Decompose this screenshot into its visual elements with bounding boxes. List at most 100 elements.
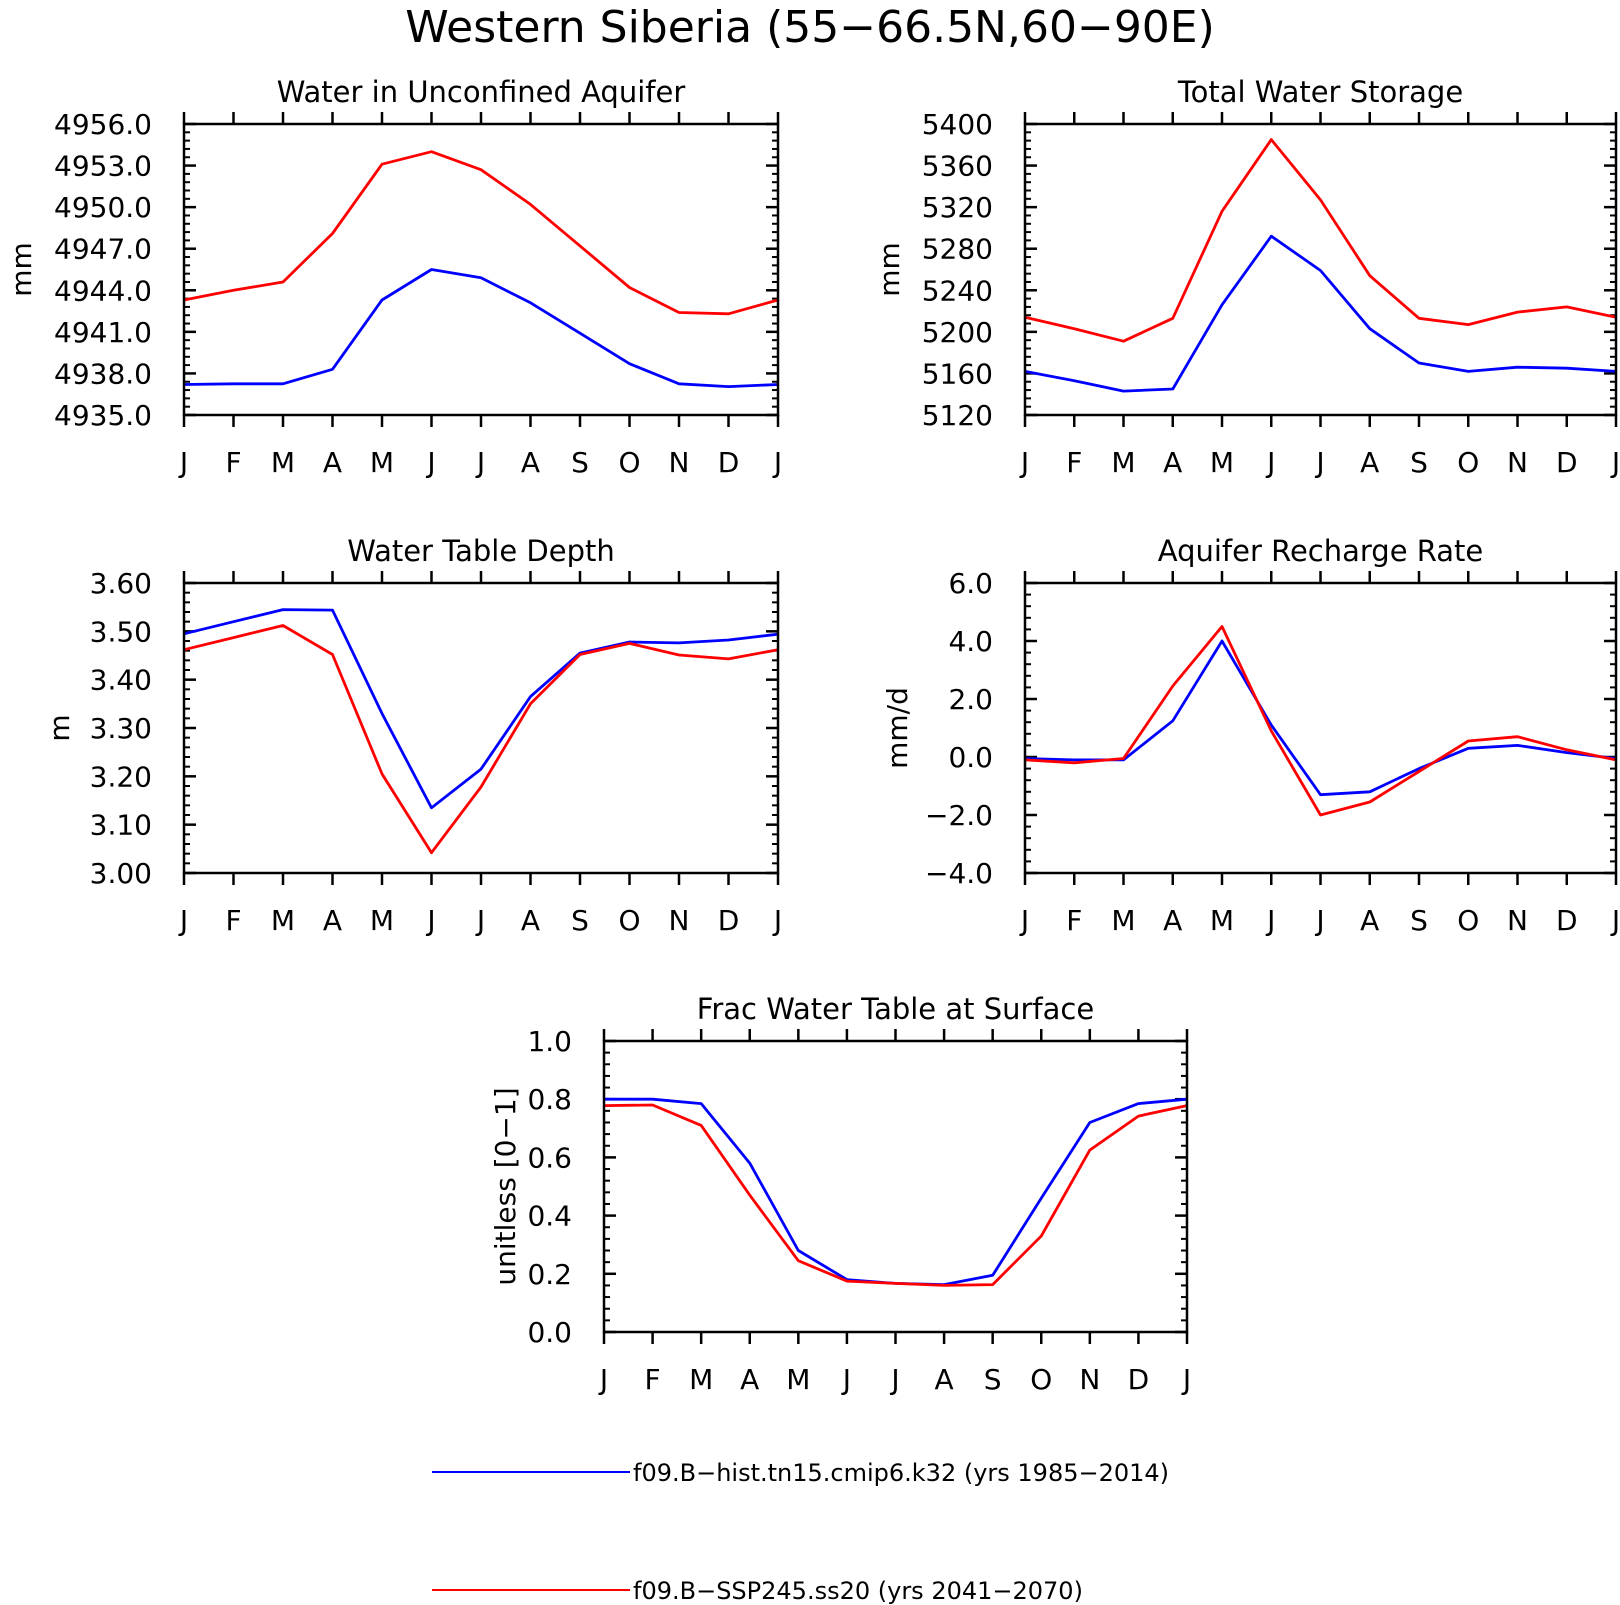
x-tick-label: J	[425, 446, 435, 479]
y-tick-label: 4947.0	[54, 233, 152, 266]
x-tick-label: J	[178, 904, 188, 937]
series-ssp245-line	[1024, 625, 1617, 817]
plot-frame	[182, 581, 780, 875]
y-tick-label: 5200	[922, 316, 993, 349]
y-tick-label: 5120	[922, 399, 993, 432]
y-axis-label: mm/d	[881, 687, 914, 769]
x-tick-label: F	[1066, 446, 1082, 479]
x-tick-label: J	[178, 446, 188, 479]
y-tick-label: 3.40	[90, 664, 152, 697]
y-tick-label: 0.4	[527, 1200, 572, 1233]
panel-title: Water Table Depth	[347, 534, 615, 568]
series-ssp245-line	[183, 624, 779, 855]
x-tick-label: J	[1314, 446, 1324, 479]
x-tick-label: O	[1030, 1363, 1052, 1396]
y-tick-label: 6.0	[948, 567, 993, 600]
y-axis-label: unitless [0−1]	[489, 1087, 522, 1285]
panel-frac-water-table-at-surface: Frac Water Table at Surface unitless [0−1…	[489, 992, 1191, 1396]
y-tick-label: 2.0	[948, 683, 993, 716]
x-tick-label: D	[1128, 1363, 1150, 1396]
x-tick-label: J	[1265, 904, 1275, 937]
y-tick-label: 3.00	[90, 857, 152, 890]
x-tick-label: J	[598, 1363, 608, 1396]
x-tick-label: M	[370, 446, 394, 479]
panel-aquifer-recharge-rate: Aquifer Recharge Rate mm/d −4.0 −2.0 0.0 2.0 4…	[881, 534, 1620, 937]
x-tick-label: J	[425, 904, 435, 937]
y-tick-label: −4.0	[925, 857, 993, 890]
x-tick-label: J	[889, 1363, 899, 1396]
x-tick-label: J	[1610, 904, 1620, 937]
x-tick-label: D	[718, 904, 740, 937]
panel-total-water-storage: Total Water Storage mm 5120 5160 5200 5240 528…	[873, 75, 1620, 479]
x-tick-label: S	[1410, 446, 1428, 479]
x-tick-label: D	[1556, 446, 1578, 479]
x-tick-label: M	[1210, 446, 1234, 479]
y-tick-label: 5360	[922, 150, 993, 183]
x-tick-label: S	[571, 446, 589, 479]
x-tick-label: A	[521, 904, 540, 937]
y-tick-label: 3.60	[90, 567, 152, 600]
x-tick-label: M	[786, 1363, 810, 1396]
y-tick-label: 5280	[922, 233, 993, 266]
x-tick-label: S	[571, 904, 589, 937]
y-tick-label: 3.30	[90, 712, 152, 745]
x-tick-label: M	[689, 1363, 713, 1396]
series-hist-line	[183, 608, 779, 810]
series-hist-line	[1024, 234, 1617, 393]
x-tick-label: J	[1181, 1363, 1191, 1396]
x-tick-label: A	[1360, 904, 1379, 937]
x-tick-label: A	[1163, 904, 1182, 937]
x-tick-label: O	[618, 904, 640, 937]
x-tick-label: A	[521, 446, 540, 479]
panel-title: Aquifer Recharge Rate	[1158, 534, 1484, 568]
panel-title: Total Water Storage	[1177, 75, 1463, 109]
y-tick-label: 4935.0	[54, 399, 152, 432]
panel-title: Frac Water Table at Surface	[697, 992, 1094, 1026]
series-hist-line	[1024, 639, 1617, 797]
x-tick-label: A	[740, 1363, 759, 1396]
series-ssp245-line	[603, 1103, 1188, 1287]
plot-frame	[1023, 122, 1618, 417]
series-ssp245-line	[1024, 138, 1617, 343]
y-tick-label: 3.20	[90, 760, 152, 793]
x-tick-label: M	[1210, 904, 1234, 937]
series-hist-line	[604, 1097, 1188, 1286]
x-tick-label: S	[1410, 904, 1428, 937]
x-tick-label: N	[669, 446, 690, 479]
x-tick-label: A	[1163, 446, 1182, 479]
x-tick-label: J	[772, 446, 782, 479]
x-tick-label: M	[1111, 904, 1135, 937]
x-tick-label: J	[1019, 446, 1029, 479]
legend-label-hist: f09.B−hist.tn15.cmip6.k32 (yrs 1985−2014…	[633, 1459, 1169, 1487]
legend-label-ssp245: f09.B−SSP245.ss20 (yrs 2041−2070)	[633, 1577, 1083, 1605]
y-tick-label: 0.2	[527, 1258, 572, 1291]
panel-title: Water in Unconfined Aquifer	[277, 75, 686, 109]
x-tick-label: O	[618, 446, 640, 479]
x-tick-label: J	[1610, 446, 1620, 479]
y-axis-label: mm	[5, 242, 38, 297]
x-tick-label: F	[225, 446, 241, 479]
y-tick-label: 4950.0	[54, 191, 152, 224]
y-tick-label: 0.6	[527, 1141, 572, 1174]
y-tick-label: 5400	[922, 108, 993, 141]
y-axis-label: m	[43, 714, 76, 741]
plot-frame	[602, 1039, 1189, 1334]
x-tick-label: J	[772, 904, 782, 937]
y-tick-label: 4956.0	[54, 108, 152, 141]
y-tick-label: 5160	[922, 357, 993, 390]
x-tick-label: N	[1079, 1363, 1100, 1396]
figure-title: Western Siberia (55−66.5N,60−90E)	[405, 2, 1215, 53]
x-tick-label: N	[1507, 446, 1528, 479]
y-tick-label: 4953.0	[54, 150, 152, 183]
x-tick-label: M	[271, 446, 295, 479]
x-tick-label: J	[1314, 904, 1324, 937]
x-tick-label: J	[1265, 446, 1275, 479]
series-ssp245-line	[183, 150, 779, 316]
panel-water-in-unconfined-aquifer: Water in Unconfined Aquifer mm 4935.0 4938.…	[5, 75, 782, 479]
y-tick-label: 4938.0	[54, 357, 152, 390]
y-tick-label: 0.0	[948, 741, 993, 774]
x-tick-label: A	[935, 1363, 954, 1396]
y-tick-label: 4941.0	[54, 316, 152, 349]
x-tick-label: O	[1457, 446, 1479, 479]
